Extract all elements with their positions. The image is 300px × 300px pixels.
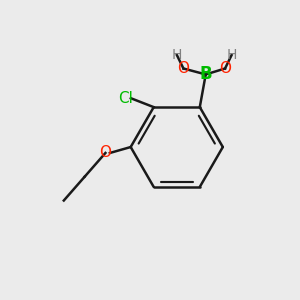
Text: O: O bbox=[219, 61, 231, 76]
Text: H: H bbox=[172, 48, 182, 62]
Text: O: O bbox=[177, 61, 189, 76]
Text: O: O bbox=[99, 146, 111, 160]
Text: B: B bbox=[200, 65, 212, 83]
Text: H: H bbox=[226, 48, 237, 62]
Text: Cl: Cl bbox=[118, 91, 133, 106]
